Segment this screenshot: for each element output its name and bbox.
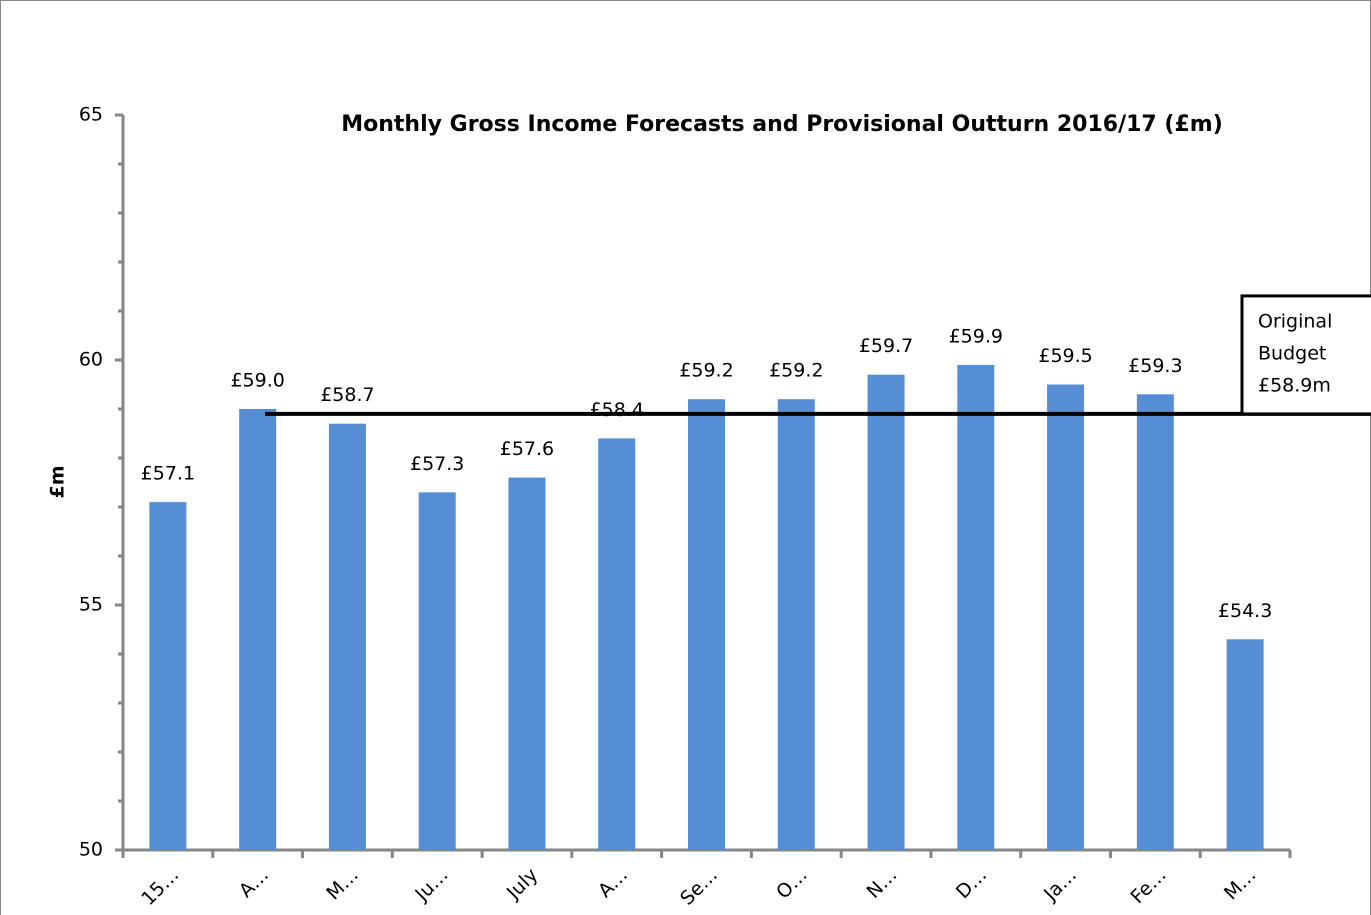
bar [688,399,725,850]
bar [957,364,995,850]
y-tick-label: 50 [79,839,103,861]
y-tick-label: 65 [79,104,103,126]
data-label: £58.4 [590,399,644,421]
data-label: £59.7 [859,335,913,357]
data-label: £57.1 [141,463,195,485]
data-label: £59.2 [769,360,823,382]
data-label: £57.6 [500,438,554,460]
bar [1226,639,1264,850]
bar [239,409,277,850]
bar [149,502,187,850]
bar [867,374,905,850]
bar [598,438,636,850]
bar [777,399,815,850]
data-label: £59.5 [1038,345,1092,367]
bar [418,492,456,850]
data-label: £58.7 [320,384,374,406]
y-tick-label: 55 [79,594,103,616]
bar [1047,384,1085,850]
budget-label: Original [1258,310,1332,332]
data-label: £59.3 [1128,355,1182,377]
data-label: £54.3 [1218,600,1272,622]
budget-label: £58.9m [1258,374,1331,396]
y-tick-label: 60 [79,349,103,371]
budget-box [1240,294,1371,416]
bar [508,477,546,850]
budget-label: Budget [1258,342,1326,364]
bar [1136,394,1174,850]
data-label: £59.2 [679,360,733,382]
chart-title: Monthly Gross Income Forecasts and Provi… [341,112,1223,137]
data-label: £57.3 [410,453,464,475]
y-axis-label: £m [47,465,69,498]
data-label: £59.0 [230,370,284,392]
bar [328,423,366,850]
data-label: £59.9 [949,325,1003,347]
